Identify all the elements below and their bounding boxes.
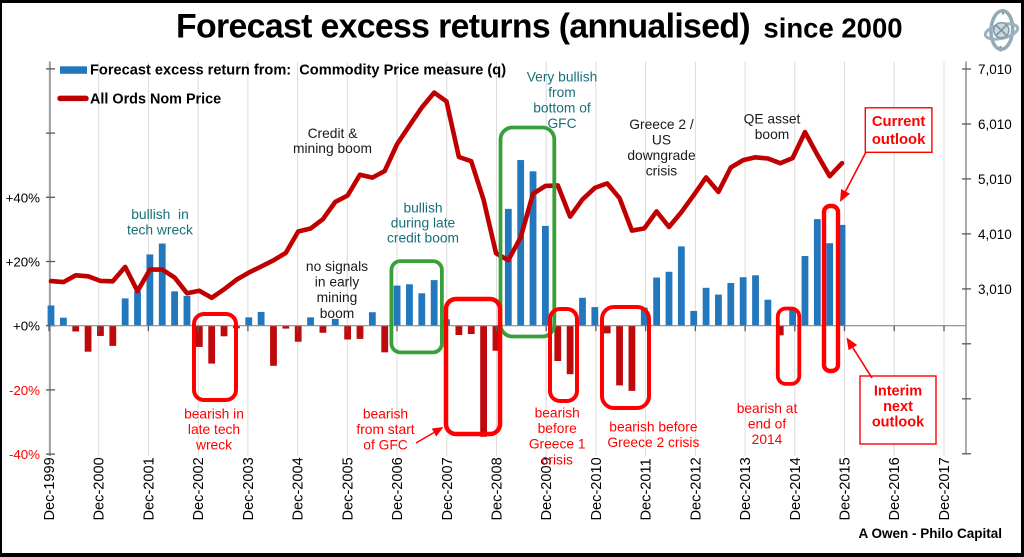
svg-text:during late: during late (391, 216, 456, 231)
svg-text:in early: in early (315, 275, 360, 290)
svg-text:crisis: crisis (646, 164, 678, 179)
svg-text:Interim: Interim (874, 384, 922, 400)
svg-text:Dec-2013: Dec-2013 (738, 457, 754, 520)
svg-text:Dec-2001: Dec-2001 (141, 457, 157, 520)
svg-text:Dec-2014: Dec-2014 (788, 457, 804, 520)
svg-text:tech wreck: tech wreck (127, 223, 193, 238)
svg-text:-20%: -20% (9, 383, 40, 398)
svg-text:-40%: -40% (9, 447, 40, 462)
svg-text:Dec-2017: Dec-2017 (937, 457, 953, 520)
svg-text:QE asset: QE asset (744, 112, 801, 127)
svg-text:wreck: wreck (195, 438, 232, 453)
svg-text:Dec-2009: Dec-2009 (539, 457, 555, 520)
svg-text:next: next (883, 399, 913, 415)
svg-text:bearish in: bearish in (184, 407, 244, 422)
svg-text:credit boom: credit boom (387, 231, 459, 246)
svg-text:Dec-2011: Dec-2011 (639, 458, 655, 520)
svg-text:end of: end of (748, 417, 787, 432)
svg-text:Dec-2003: Dec-2003 (241, 457, 257, 520)
svg-text:bearish: bearish (535, 406, 580, 421)
svg-text:from: from (548, 85, 576, 100)
svg-text:Credit &: Credit & (308, 126, 358, 141)
svg-text:Dec-2002: Dec-2002 (191, 457, 207, 520)
svg-text:Dec-1999: Dec-1999 (42, 457, 58, 520)
svg-text:Dec-2005: Dec-2005 (340, 457, 356, 520)
svg-text:Current: Current (872, 114, 926, 130)
svg-text:Very bullish: Very bullish (527, 70, 598, 85)
svg-text:Dec-2016: Dec-2016 (887, 457, 903, 520)
svg-text:of GFC: of GFC (363, 438, 407, 453)
svg-text:late tech: late tech (188, 422, 240, 437)
svg-text:+40%: +40% (6, 190, 41, 205)
svg-text:Dec-2007: Dec-2007 (440, 457, 456, 520)
svg-text:6,010: 6,010 (978, 117, 1012, 132)
svg-text:3,010: 3,010 (978, 282, 1012, 297)
svg-text:Dec-2010: Dec-2010 (589, 457, 605, 520)
svg-text:2014: 2014 (752, 432, 783, 447)
svg-text:Greece 1: Greece 1 (529, 437, 586, 452)
svg-text:Forecast excess returns (annua: Forecast excess returns (annualised) (176, 8, 750, 46)
svg-text:Greece 2 crisis: Greece 2 crisis (607, 435, 699, 450)
svg-text:bearish before: bearish before (609, 420, 698, 435)
svg-text:downgrade: downgrade (627, 148, 696, 163)
svg-text:Dec-2015: Dec-2015 (838, 457, 854, 520)
svg-text:from start: from start (356, 422, 414, 437)
svg-text:outlook: outlook (872, 415, 925, 431)
svg-text:Dec-2008: Dec-2008 (490, 457, 506, 520)
svg-text:GFC: GFC (547, 116, 576, 131)
svg-text:Forecast excess return from:: Forecast excess return from: Commodity P… (90, 63, 506, 79)
svg-text:before: before (538, 421, 577, 436)
svg-text:5,010: 5,010 (978, 172, 1012, 187)
svg-text:bearish at: bearish at (737, 401, 798, 416)
svg-text:mining boom: mining boom (293, 141, 372, 156)
svg-text:A Owen - Philo Capital: A Owen - Philo Capital (858, 526, 1002, 541)
svg-text:All Ords Nom Price: All Ords Nom Price (90, 92, 221, 108)
svg-text:4,010: 4,010 (978, 227, 1012, 242)
svg-text:Dec-2006: Dec-2006 (390, 457, 406, 520)
svg-text:boom: boom (755, 127, 790, 142)
svg-text:bullish: bullish (403, 201, 442, 216)
svg-text:boom: boom (320, 306, 355, 321)
svg-text:Dec-2004: Dec-2004 (291, 457, 307, 520)
svg-text:+20%: +20% (6, 255, 41, 270)
svg-text:US: US (652, 133, 671, 148)
svg-text:7,010: 7,010 (978, 62, 1012, 77)
svg-text:Dec-2012: Dec-2012 (688, 457, 704, 520)
svg-text:bullish in: bullish in (131, 207, 189, 222)
svg-text:outlook: outlook (872, 132, 926, 148)
svg-text:crisis: crisis (541, 452, 573, 467)
svg-text:+0%: +0% (13, 319, 40, 334)
svg-text:Dec-2000: Dec-2000 (92, 457, 108, 520)
svg-text:bearish: bearish (363, 407, 408, 422)
svg-text:bottom of: bottom of (533, 101, 591, 116)
svg-text:since 2000: since 2000 (763, 13, 902, 44)
svg-text:Greece 2 /: Greece 2 / (629, 117, 694, 132)
svg-text:no signals: no signals (306, 259, 368, 274)
svg-text:mining: mining (317, 290, 358, 305)
